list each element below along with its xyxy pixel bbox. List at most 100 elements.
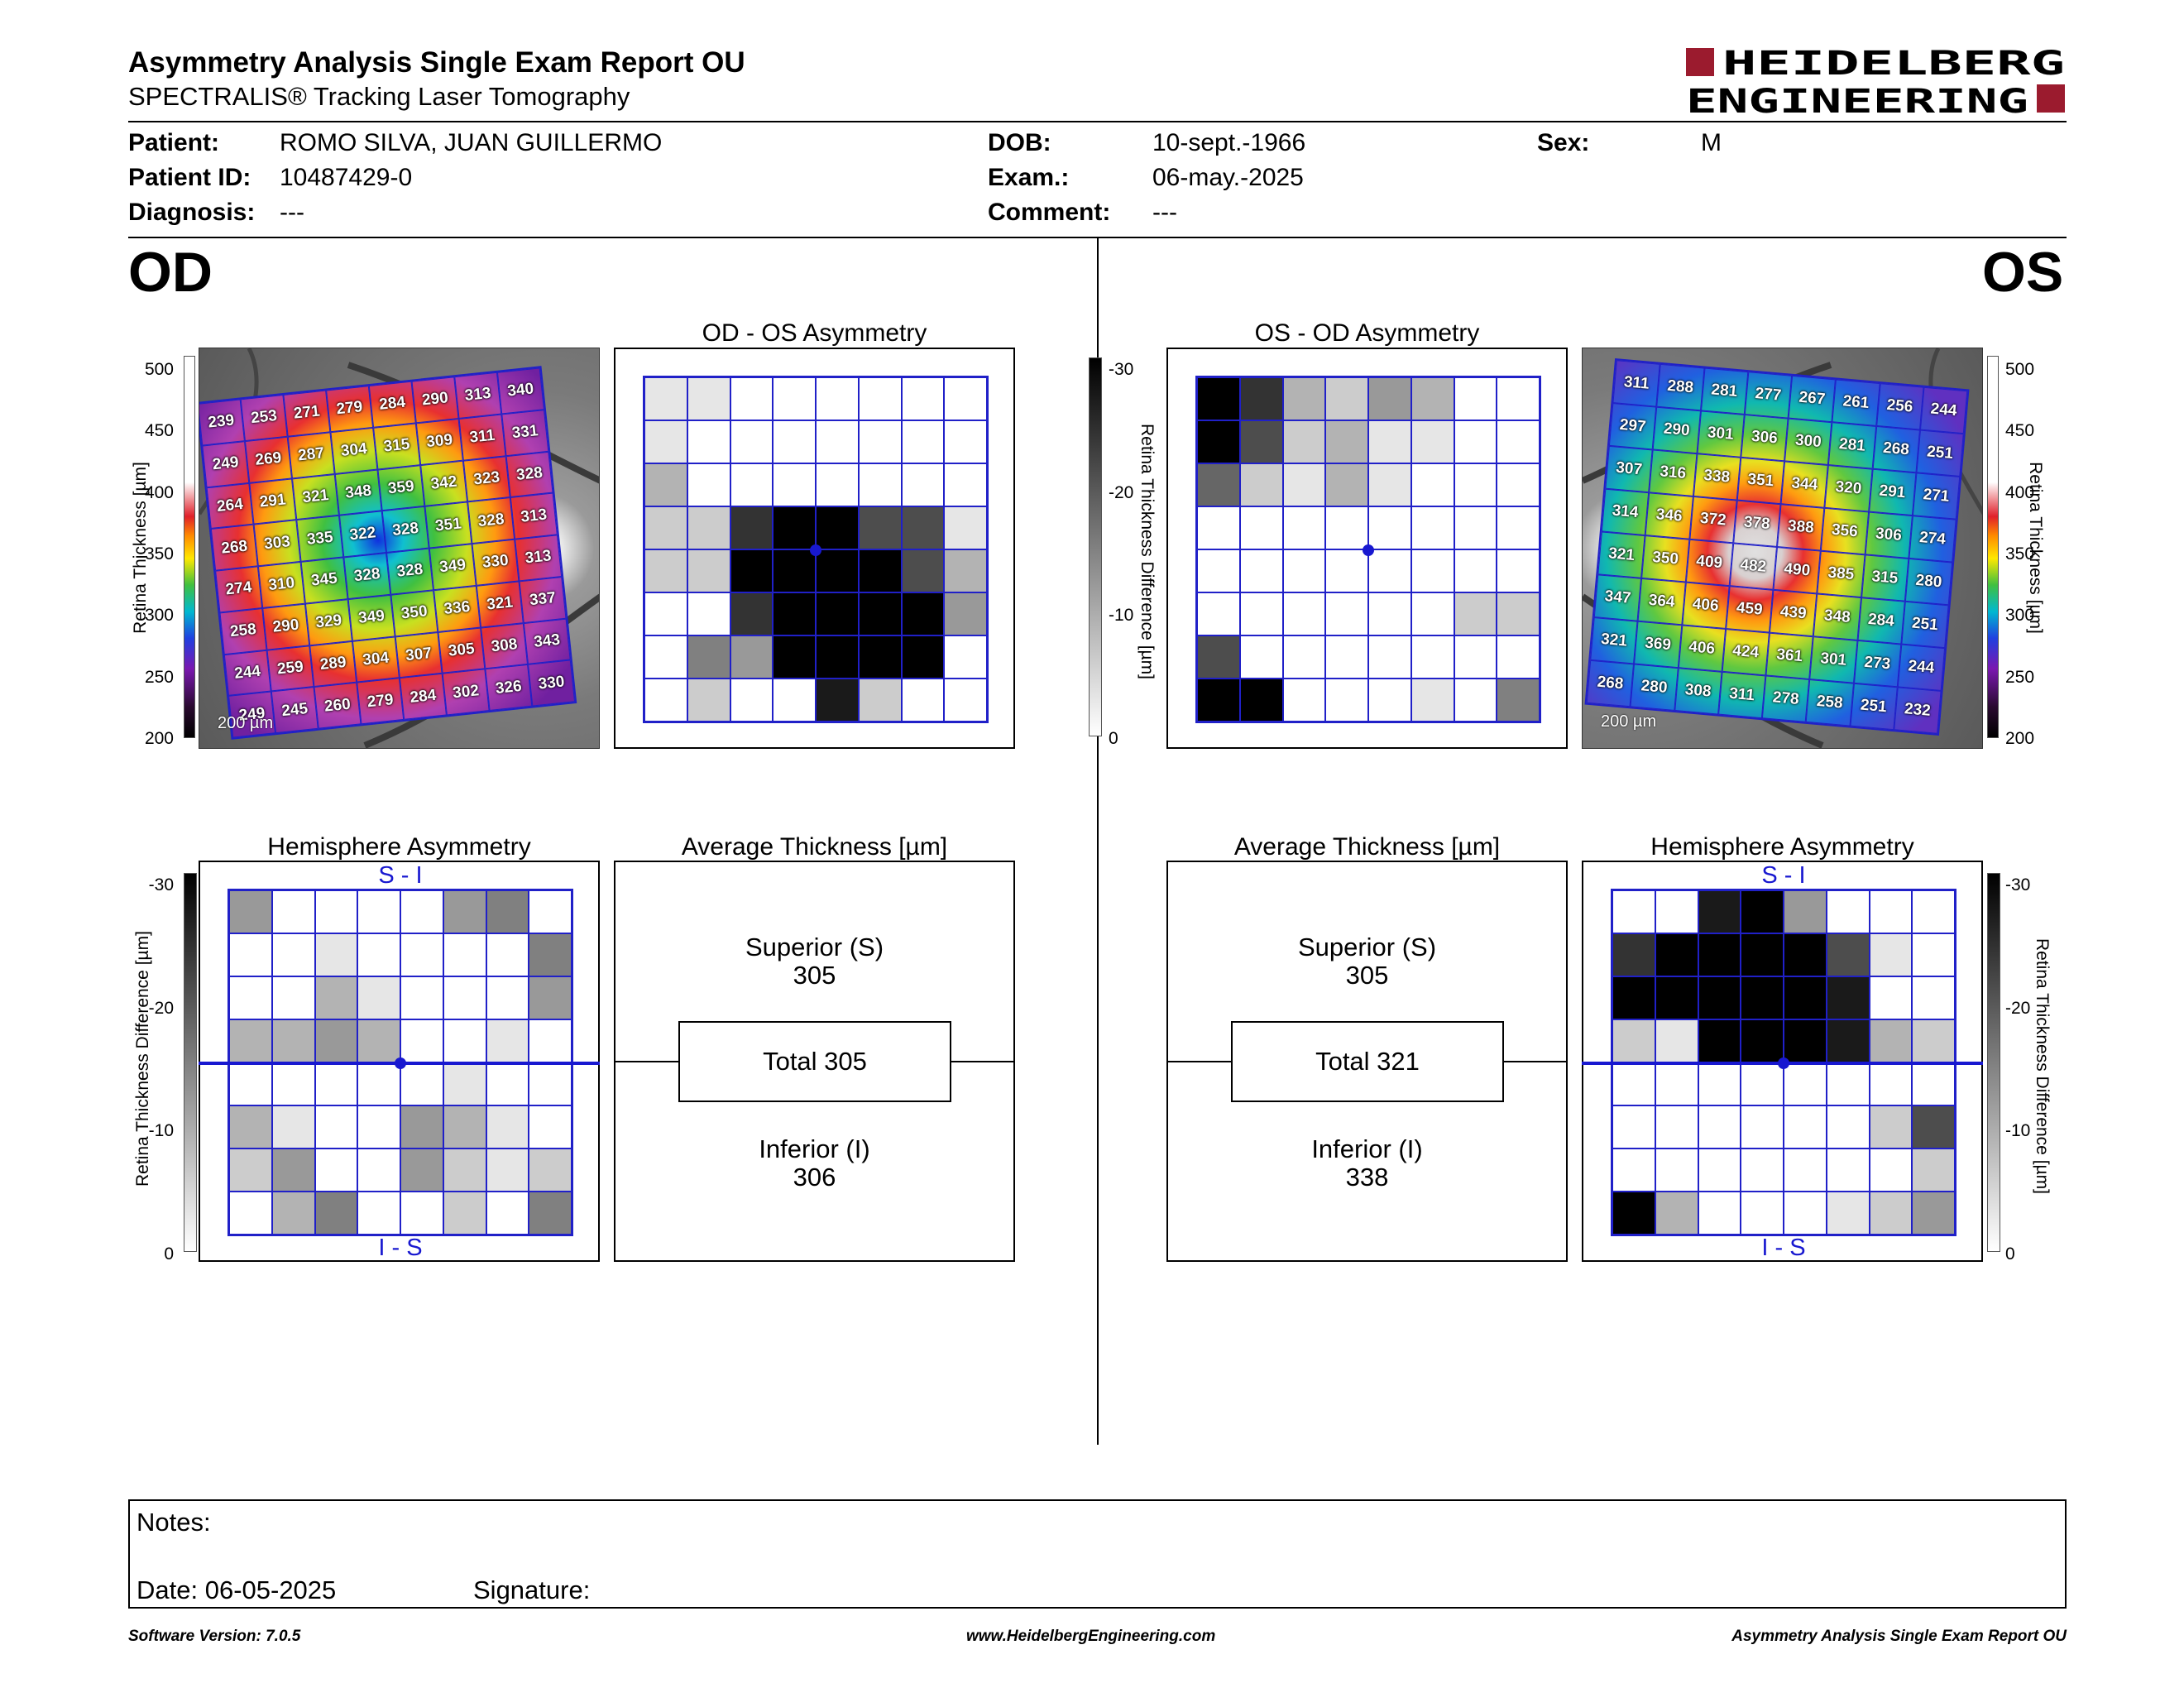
os-hemi-cell [1869, 890, 1913, 933]
od-hemi-cell [271, 976, 315, 1019]
os-asym-cell [1368, 549, 1411, 592]
od-thickness-value: 259 [266, 645, 314, 692]
os-asym-panel [1166, 348, 1568, 749]
os-thickness-value: 307 [1605, 445, 1653, 493]
os-asym-cell [1368, 377, 1411, 420]
os-hemi-cell [1612, 1192, 1655, 1235]
os-thickness-value: 274 [1909, 516, 1956, 563]
od-hemi-cell [400, 1192, 443, 1235]
os-asym-cell [1454, 592, 1497, 635]
od-asym-cell [944, 635, 987, 679]
od-asym-cell [687, 592, 730, 635]
os-thickness-value: 344 [1780, 461, 1829, 508]
os-asym-cell [1325, 506, 1368, 549]
os-asym-cell [1410, 635, 1454, 679]
os-thickness-value: 356 [1821, 507, 1869, 555]
od-hemi-title: Hemisphere Asymmetry [267, 833, 531, 861]
os-thickness-value: 306 [1741, 414, 1789, 462]
od-hemi-cell [229, 1019, 272, 1062]
os-thickness-value: 385 [1817, 550, 1866, 598]
os-thickness-tick: 300 [2005, 606, 2035, 626]
od-asym-cell [901, 679, 945, 722]
os-thickness-value: 409 [1685, 539, 1733, 587]
footer-website[interactable]: www.HeidelbergEngineering.com [966, 1628, 1216, 1645]
os-thickness-value: 284 [1857, 597, 1905, 645]
od-thickness-value: 245 [271, 687, 318, 734]
od-thickness-tick: 350 [144, 544, 174, 563]
od-hemi-cell [357, 976, 400, 1019]
os-hemi-cell [1741, 1062, 1784, 1105]
os-hemi-cell [1655, 933, 1698, 976]
heidelberg-logo: HEIDELBERG ENGINEERING [1686, 45, 2065, 116]
os-hemi-bottom-label: I - S [1761, 1235, 1806, 1261]
center-difference-tick: -10 [1109, 606, 1134, 626]
od-asym-cell [816, 377, 859, 420]
os-thickness-value: 268 [1586, 659, 1635, 707]
os-thickness-value: 311 [1612, 360, 1660, 407]
od-asym-cell [816, 463, 859, 506]
os-hemi-cell [1741, 890, 1784, 933]
os-hemi-cell [1869, 1062, 1913, 1105]
os-asym-grid [1195, 376, 1541, 723]
diagnosis-value: --- [280, 199, 304, 226]
od-thickness-value: 336 [433, 585, 481, 632]
od-hemi-cell [229, 1192, 272, 1235]
od-hemi-cell [229, 890, 272, 933]
od-thickness-tick: 300 [144, 606, 174, 626]
od-thickness-value: 321 [476, 581, 524, 628]
od-asym-cell [944, 592, 987, 635]
os-asym-cell [1497, 420, 1540, 463]
os-asym-cell [1454, 463, 1497, 506]
os-thickness-value: 350 [1641, 535, 1689, 583]
os-hemi-cell [1826, 933, 1870, 976]
notes-box[interactable]: Notes: Date: 06-05-2025 Signature: [128, 1499, 2067, 1609]
od-hemi-bottom-label: I - S [378, 1235, 423, 1261]
od-asym-cell [901, 549, 945, 592]
date-label: Date: 06-05-2025 [136, 1575, 337, 1604]
comment-label: Comment: [988, 199, 1111, 226]
os-thickness-value: 291 [1868, 468, 1917, 516]
os-thickness-value: 424 [1722, 628, 1770, 676]
os-thickness-value: 321 [1590, 617, 1638, 664]
os-hemi-cell [1826, 1019, 1870, 1062]
od-asym-cell [944, 377, 987, 420]
od-superior-value: 305 [793, 961, 836, 990]
od-hemi-cell [443, 933, 486, 976]
od-asym-cell [773, 679, 816, 722]
os-hemi-cell [1655, 890, 1698, 933]
od-thickness-value: 335 [296, 515, 344, 562]
os-avg-panel: Superior (S) 305 Total 321 Inferior (I) … [1166, 861, 1568, 1262]
os-asym-cell [1325, 377, 1368, 420]
os-thickness-value: 281 [1828, 422, 1876, 469]
od-thickness-value: 330 [472, 539, 520, 586]
od-asym-cell [816, 420, 859, 463]
od-asym-cell [858, 420, 902, 463]
os-asym-cell [1368, 635, 1411, 679]
center-difference-tick: -20 [1109, 482, 1134, 502]
os-hemi-cell [1612, 1019, 1655, 1062]
os-thickness-value: 281 [1700, 367, 1749, 415]
os-thickness-value: 301 [1809, 636, 1858, 683]
od-hemi-cell [443, 890, 486, 933]
os-asym-cell [1410, 377, 1454, 420]
os-hemi-cell [1698, 976, 1741, 1019]
os-superior-label: Superior (S) [1297, 933, 1437, 961]
os-hemi-cell [1869, 933, 1913, 976]
od-asym-cell [858, 506, 902, 549]
os-thickness-value: 316 [1649, 449, 1697, 496]
os-asym-cell [1410, 592, 1454, 635]
os-asym-cell [1282, 679, 1326, 722]
os-asym-cell [1454, 506, 1497, 549]
od-thickness-value: 274 [215, 566, 263, 613]
os-thickness-value: 320 [1824, 465, 1873, 512]
od-asym-cell [644, 463, 687, 506]
os-thickness-value: 315 [1861, 554, 1909, 602]
od-asym-cell [944, 679, 987, 722]
os-hemi-cell [1655, 1105, 1698, 1149]
footer-report: Asymmetry Analysis Single Exam Report OU [1731, 1628, 2067, 1645]
os-thickness-map: 311 288 281 277 267 261 256 244 297 290 301 306 300 2… [1584, 358, 1970, 736]
patient-value: ROMO SILVA, JUAN GUILLERMO [280, 129, 663, 156]
os-hemi-cell [1826, 976, 1870, 1019]
od-hemi-cell [271, 1019, 315, 1062]
os-thickness-value: 482 [1729, 543, 1777, 590]
